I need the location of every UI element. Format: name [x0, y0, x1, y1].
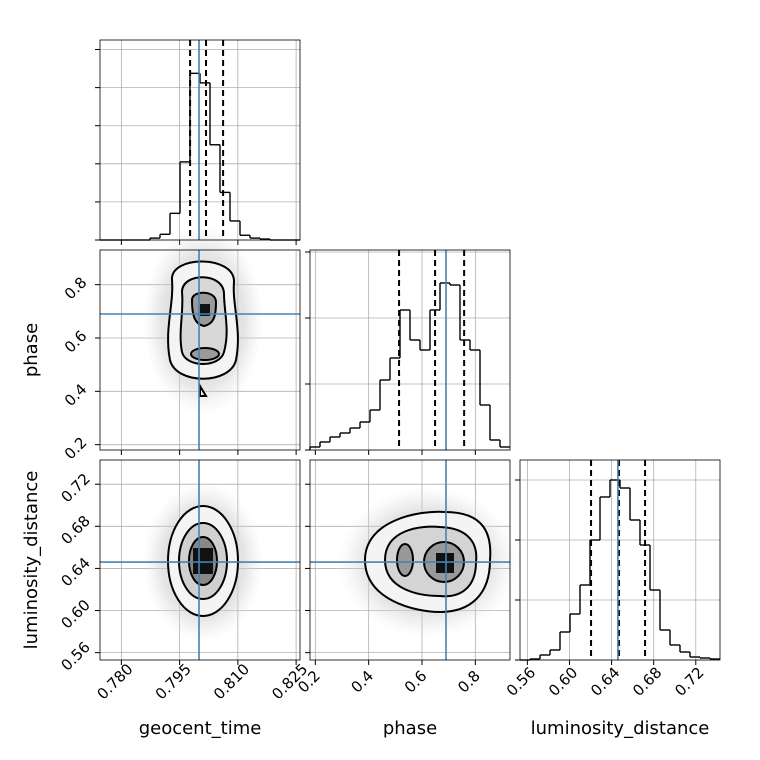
x-tick-label: 0.780	[93, 660, 136, 703]
contours-phase-vs-time	[143, 225, 263, 415]
x-tick-label: 0.810	[210, 660, 253, 703]
x-tick-label: 0.72	[671, 663, 707, 699]
x-tick-label: 0.795	[152, 660, 195, 703]
panel-frame	[99, 249, 301, 451]
x-tick-label: 0.56	[503, 663, 539, 699]
x-tick-label: 0.8	[454, 667, 484, 697]
x-tick-label: 0.68	[629, 663, 665, 699]
panel-frame	[309, 459, 511, 661]
panel-frame	[99, 39, 301, 241]
panel-frame	[519, 459, 721, 661]
y-tick-label: 0.4	[61, 380, 91, 410]
y-axis-label: luminosity_distance	[21, 471, 42, 650]
x-tick-label: 0.64	[587, 663, 623, 699]
y-tick-label: 0.6	[61, 327, 91, 357]
x-axis-label: phase	[383, 718, 437, 739]
y-tick-label: 0.68	[57, 512, 93, 548]
x-axis-label: luminosity_distance	[531, 718, 710, 739]
data-layer: 0.20.40.60.80.780 0.795 0.810 0.8250.560.60…	[21, 39, 721, 739]
x-tick-label: 0.60	[545, 663, 581, 699]
y-axis-label: phase	[21, 323, 42, 377]
y-tick-label: 0.64	[57, 554, 93, 590]
panel-frame	[99, 459, 301, 661]
y-tick-label: 0.60	[57, 596, 93, 632]
x-tick-label: 0.4	[348, 667, 378, 697]
y-tick-label: 0.56	[57, 638, 93, 674]
x-tick-label: 0.6	[401, 667, 431, 697]
y-tick-label: 0.72	[57, 470, 93, 506]
y-tick-label: 0.2	[61, 434, 91, 464]
panel-frame	[309, 249, 511, 451]
x-axis-label: geocent_time	[139, 718, 262, 739]
y-tick-label: 0.8	[61, 274, 91, 304]
